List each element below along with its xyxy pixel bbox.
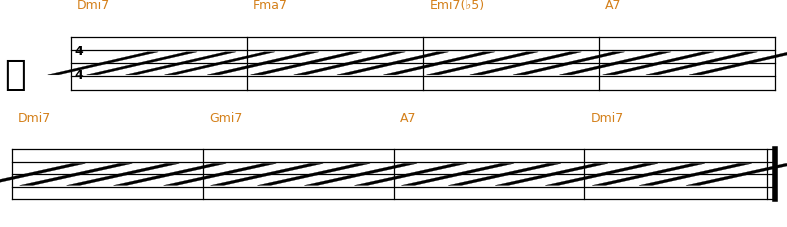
Polygon shape xyxy=(495,163,608,185)
Polygon shape xyxy=(164,52,275,75)
Polygon shape xyxy=(592,163,705,185)
Polygon shape xyxy=(48,52,158,75)
Polygon shape xyxy=(164,163,276,185)
Polygon shape xyxy=(639,163,752,185)
Polygon shape xyxy=(560,52,671,75)
Polygon shape xyxy=(0,163,86,185)
Polygon shape xyxy=(686,163,787,185)
Polygon shape xyxy=(294,52,405,75)
Polygon shape xyxy=(689,52,787,75)
Text: Gmi7: Gmi7 xyxy=(209,112,242,125)
Polygon shape xyxy=(513,52,625,75)
Polygon shape xyxy=(113,163,226,185)
Polygon shape xyxy=(257,163,370,185)
Text: 4: 4 xyxy=(74,45,83,58)
Polygon shape xyxy=(646,52,758,75)
Polygon shape xyxy=(337,52,449,75)
Text: A7: A7 xyxy=(605,0,622,12)
Polygon shape xyxy=(87,52,198,75)
Polygon shape xyxy=(250,52,362,75)
Text: Dmi7: Dmi7 xyxy=(18,112,51,125)
Polygon shape xyxy=(125,52,236,75)
Text: Emi7(♭5): Emi7(♭5) xyxy=(430,0,485,12)
Polygon shape xyxy=(427,52,538,75)
Polygon shape xyxy=(470,52,582,75)
Polygon shape xyxy=(383,52,495,75)
Polygon shape xyxy=(448,163,561,185)
Polygon shape xyxy=(210,163,323,185)
Text: A7: A7 xyxy=(400,112,416,125)
Polygon shape xyxy=(66,163,179,185)
Text: Dmi7: Dmi7 xyxy=(590,112,624,125)
Text: Dmi7: Dmi7 xyxy=(77,0,110,12)
Polygon shape xyxy=(401,163,514,185)
Polygon shape xyxy=(305,163,417,185)
Polygon shape xyxy=(20,163,132,185)
Text: 4: 4 xyxy=(74,69,83,82)
Polygon shape xyxy=(354,163,467,185)
Text: Fma7: Fma7 xyxy=(253,0,288,12)
Text: 𝄞: 𝄞 xyxy=(4,58,25,92)
Polygon shape xyxy=(603,52,715,75)
Polygon shape xyxy=(207,52,319,75)
Polygon shape xyxy=(545,163,658,185)
